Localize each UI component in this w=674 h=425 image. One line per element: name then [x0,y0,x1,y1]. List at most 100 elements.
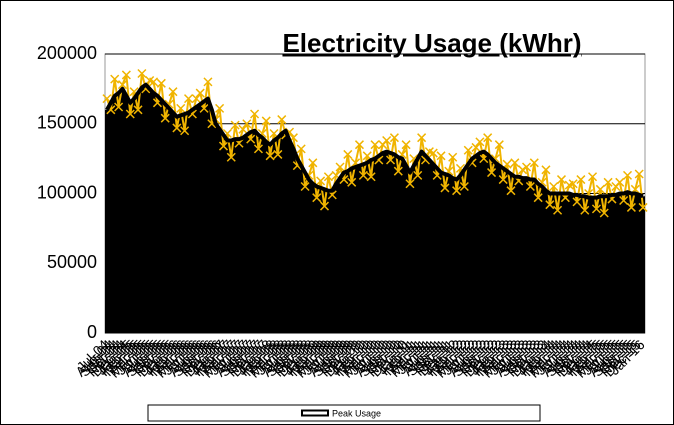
marker [358,170,368,180]
marker [518,165,528,175]
marker [413,170,423,180]
marker [440,183,450,193]
marker [183,94,194,104]
marker [568,179,578,189]
marker [203,77,213,87]
marker [149,77,159,87]
marker [588,172,598,182]
marker [459,181,469,192]
marker [619,195,629,206]
marker [494,140,504,150]
y-tick-label: 50000 [47,252,97,272]
marker [215,103,225,113]
marker [230,120,240,130]
marker [308,158,318,168]
legend-label: Peak Usage [332,408,381,418]
marker [638,202,648,212]
marker [265,151,275,161]
marker [475,137,485,147]
marker [405,179,415,189]
marker [580,205,590,215]
marker [436,151,446,161]
legend-swatch [301,409,329,417]
marker [180,126,190,136]
marker [471,142,481,152]
marker [393,166,403,176]
marker [110,74,120,84]
marker [417,133,427,143]
marker [553,205,563,215]
chart-title: Electricity Usage (kWhr) [282,28,581,58]
marker [176,103,186,113]
marker [428,148,438,158]
marker [576,175,586,185]
marker [137,68,147,79]
marker [549,181,559,192]
marker [261,116,271,126]
marker [347,177,357,187]
marker [250,109,260,119]
marker [533,193,543,203]
marker [591,204,601,214]
marker [133,105,143,115]
marker [354,140,364,150]
marker [634,169,644,179]
marker [556,175,567,185]
marker [498,175,508,185]
marker [300,181,310,192]
marker [226,152,236,162]
marker [238,124,248,134]
marker [386,155,396,165]
marker [366,172,376,182]
marker [487,168,497,178]
marker [335,162,345,172]
marker [525,181,535,192]
series-line [105,82,644,200]
marker [343,149,353,159]
marker [277,115,287,125]
marker [273,149,283,159]
marker [603,177,613,187]
marker [125,109,135,119]
marker [599,208,609,218]
marker [242,119,252,129]
marker [117,80,128,90]
marker [626,202,636,212]
marker [529,158,539,168]
marker [160,113,170,123]
y-tick-label: 100000 [37,182,97,202]
marker [510,158,520,168]
marker [172,123,182,133]
marker [296,144,306,154]
marker [191,94,201,104]
marker [452,186,462,196]
marker [615,177,625,187]
marker [121,70,131,80]
marker [463,145,473,155]
marker [595,184,605,194]
marker [483,133,493,143]
marker [316,176,326,186]
marker [312,193,322,203]
marker [114,102,124,112]
marker [382,135,392,146]
marker [389,133,399,143]
marker [218,141,229,151]
marker [541,165,551,175]
y-tick-label: 200000 [37,43,97,63]
marker [370,140,380,150]
marker [448,152,458,162]
marker [195,88,205,98]
marker [323,172,333,182]
marker [545,200,555,210]
y-tick-label: 150000 [37,113,97,133]
marker [168,87,178,97]
marker [506,186,516,196]
marker [253,144,263,154]
marker [521,162,532,172]
area [105,84,645,333]
legend-box [147,404,541,422]
marker [572,197,582,207]
marker [319,201,330,211]
